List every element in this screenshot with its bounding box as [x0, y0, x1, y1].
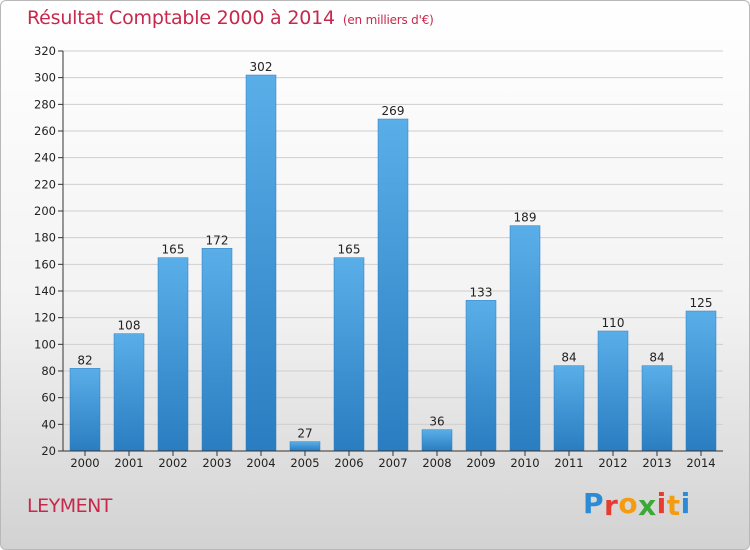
value-label-2007: 269 [382, 104, 405, 118]
value-label-2012: 110 [602, 316, 625, 330]
bar-2002 [157, 257, 189, 452]
chart-title: Résultat Comptable 2000 à 2014 (en millie… [27, 7, 434, 29]
x-tick-label-2011: 2011 [554, 456, 583, 470]
value-labels: 82 108 165 172 302 27 165 269 36 133 189 84 110 84 125 [77, 60, 712, 441]
bar-2005 [289, 441, 321, 452]
value-label-2008: 36 [429, 415, 444, 429]
x-tick-label-2000: 2000 [70, 456, 99, 470]
value-label-2002: 165 [162, 243, 185, 257]
x-tick-label-2009: 2009 [466, 456, 495, 470]
bar-2011 [553, 365, 585, 452]
y-tick-label: 240 [34, 151, 56, 165]
chart-unit: (en milliers d'€) [342, 13, 434, 27]
x-tick-label-2006: 2006 [334, 456, 363, 470]
value-label-2003: 172 [206, 233, 229, 247]
bar-2009 [465, 300, 497, 452]
bar-2013 [641, 365, 673, 452]
x-tick-label-2004: 2004 [246, 456, 275, 470]
commune-name: LEYMENT [27, 495, 112, 517]
logo-letter: r [604, 489, 619, 522]
y-tick-label: 280 [34, 97, 56, 111]
logo-letter: x [638, 489, 657, 522]
x-tick-label-2001: 2001 [114, 456, 143, 470]
y-tick-label: 180 [34, 231, 56, 245]
logo-letter: P [583, 487, 605, 520]
x-tick-labels: 2000 2001 2002 2003 2004 2005 2006 2007 2008 2009… [70, 451, 716, 470]
value-label-2013: 84 [649, 351, 664, 365]
y-tick-label: 120 [34, 311, 56, 325]
value-label-2010: 189 [514, 211, 537, 225]
x-tick-label-2005: 2005 [290, 456, 319, 470]
y-tick-label: 80 [41, 364, 56, 378]
y-tick-label: 140 [34, 284, 56, 298]
x-tick-label-2002: 2002 [158, 456, 187, 470]
value-label-2014: 125 [690, 296, 713, 310]
value-label-2009: 133 [470, 285, 493, 299]
y-tick-label: 100 [34, 337, 56, 351]
value-label-2001: 108 [118, 319, 141, 333]
bar-2010 [509, 225, 541, 452]
x-tick-label-2008: 2008 [422, 456, 451, 470]
logo-letter: i [680, 487, 691, 520]
chart-title-text: Résultat Comptable 2000 à 2014 [27, 7, 335, 29]
proxiti-logo: Proxiti [583, 487, 691, 522]
bar-2006 [333, 257, 365, 452]
x-tick-label-2007: 2007 [378, 456, 407, 470]
x-tick-label-2014: 2014 [686, 456, 715, 470]
bars [69, 74, 717, 452]
value-label-2006: 165 [338, 243, 361, 257]
value-label-2004: 302 [250, 60, 273, 74]
y-tick-labels: 20 40 60 80 100 120 140 160 180 200 220 240 260 280 30… [34, 44, 63, 458]
value-label-2011: 84 [561, 351, 576, 365]
y-tick-label: 200 [34, 204, 56, 218]
y-tick-label: 160 [34, 257, 56, 271]
bar-2012 [597, 330, 629, 452]
y-tick-label: 220 [34, 177, 56, 191]
y-tick-label: 320 [34, 44, 56, 58]
x-tick-label-2010: 2010 [510, 456, 539, 470]
x-tick-label-2003: 2003 [202, 456, 231, 470]
bar-2001 [113, 333, 145, 452]
logo-letter: o [618, 487, 639, 520]
bar-2014 [685, 310, 717, 452]
bar-2000 [69, 368, 101, 452]
logo-letter: t [666, 489, 681, 522]
bar-2003 [201, 248, 233, 452]
logo-letter: i [656, 487, 667, 520]
y-tick-label: 300 [34, 71, 56, 85]
y-tick-label: 260 [34, 124, 56, 138]
y-tick-label: 20 [41, 444, 56, 458]
bar-2007 [377, 118, 409, 452]
y-tick-label: 40 [41, 417, 56, 431]
value-label-2005: 27 [297, 427, 312, 441]
bar-2004 [245, 74, 277, 452]
bar-2008 [421, 429, 453, 452]
x-tick-label-2012: 2012 [598, 456, 627, 470]
value-label-2000: 82 [77, 353, 92, 367]
y-tick-label: 60 [41, 391, 56, 405]
x-tick-label-2013: 2013 [642, 456, 671, 470]
